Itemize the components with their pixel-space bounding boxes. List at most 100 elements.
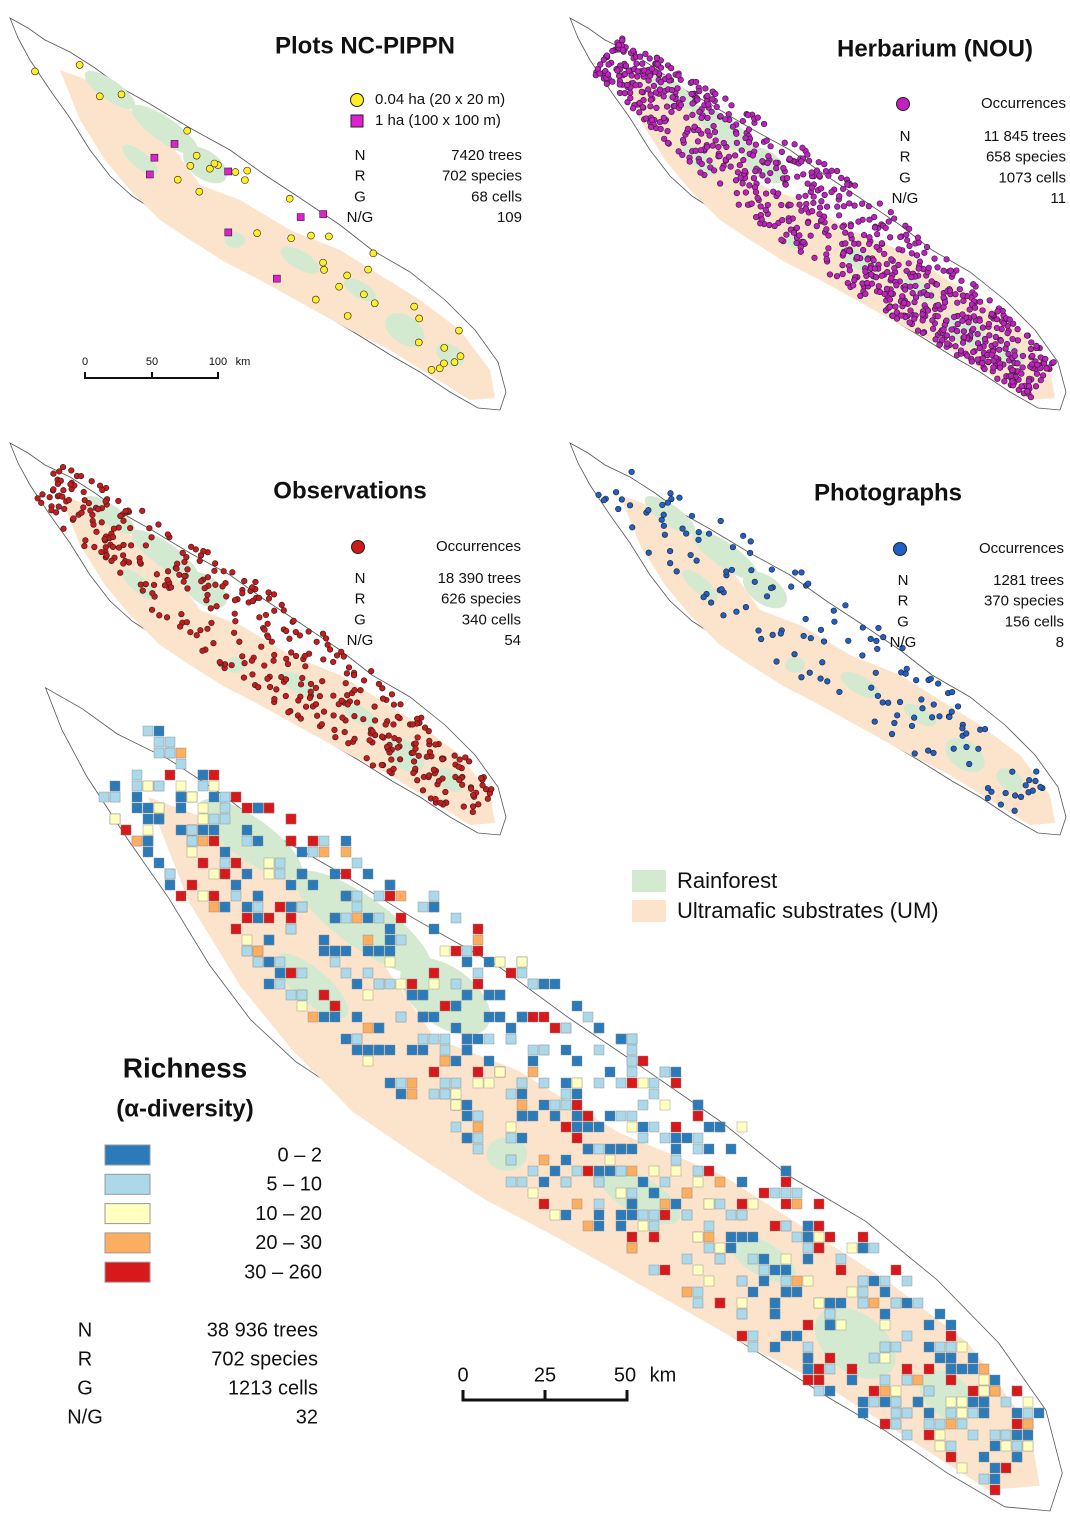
richness-cell (626, 1143, 638, 1155)
occurrence-dot (784, 175, 791, 182)
richness-cell (835, 1319, 847, 1331)
occurrence-dot (636, 53, 644, 60)
occurrence-dot (802, 192, 809, 199)
occurrence-dot (243, 166, 252, 175)
richness-cell (505, 1022, 517, 1034)
occurrence-dot (959, 292, 966, 299)
occurrence-dot (868, 684, 875, 691)
occurrence-dot (935, 680, 942, 687)
occurrence-dot (954, 321, 961, 328)
occurrence-dot (767, 584, 775, 592)
richness-cell (329, 1011, 341, 1023)
occurrence-dot (873, 274, 880, 281)
richness-cell (197, 769, 209, 781)
occurrence-dot (60, 525, 67, 532)
richness-cell (813, 1242, 825, 1254)
occurrence-dot (717, 180, 724, 187)
richness-cell (890, 1396, 902, 1408)
occurrence-dot (970, 281, 977, 288)
richness-cell (527, 1044, 539, 1056)
occurrence-dot (1019, 352, 1027, 360)
occurrence-dot (881, 250, 888, 258)
occurrence-dot (1029, 352, 1036, 360)
richness-cell (197, 824, 209, 836)
richness-cell (406, 1044, 418, 1056)
occurrence-dot (659, 501, 666, 509)
stat-value: 18 390 trees (438, 570, 521, 587)
richness-cell (758, 1187, 770, 1199)
occurrence-dot (423, 753, 430, 760)
occurrence-dot (866, 240, 873, 248)
richness-cell (263, 868, 275, 880)
richness-cell (417, 1011, 429, 1023)
occurrence-dot (603, 52, 611, 59)
occurrence-dot (798, 674, 805, 681)
richness-cell (670, 1132, 682, 1144)
richness-cell (318, 945, 330, 957)
richness-cell (285, 901, 297, 913)
richness-cell (285, 835, 297, 847)
richness-cell (813, 1363, 825, 1375)
occurrence-dot (758, 216, 765, 223)
occurrence-dot (728, 102, 735, 109)
occurrence-dot (719, 165, 726, 172)
occurrence-dot (625, 67, 632, 74)
occurrence-dot (948, 326, 955, 333)
occurrence-dot (409, 721, 416, 728)
occurrence-dot (779, 216, 786, 224)
occurrence-dot (621, 90, 628, 97)
richness-cell (571, 1099, 583, 1111)
occurrence-dot (193, 632, 200, 639)
richness-cell (560, 1044, 572, 1056)
occurrence-dot (307, 688, 314, 695)
legend-label: Occurrences (979, 540, 1064, 557)
occurrence-dot (660, 522, 667, 529)
occurrence-dot (875, 624, 882, 632)
occurrence-dot (825, 245, 832, 252)
richness-cell (549, 1022, 561, 1034)
richness-cell (956, 1396, 968, 1408)
richness-cell (670, 1143, 682, 1155)
occurrence-dot (842, 240, 849, 247)
occurrence-dot (618, 496, 625, 503)
occurrence-dot (864, 256, 871, 263)
occurrence-dot (285, 194, 294, 203)
occurrence-dot (918, 696, 925, 703)
occurrence-dot (98, 548, 105, 556)
occurrence-dot (668, 86, 676, 94)
occurrence-dot (634, 68, 641, 75)
occurrence-dot (369, 249, 378, 258)
occurrence-dot (208, 619, 215, 627)
occurrence-dot (634, 73, 641, 80)
occurrence-dot (949, 689, 956, 696)
richness-cell (758, 1264, 770, 1276)
occurrence-dot (603, 80, 610, 87)
richness-cell (219, 802, 231, 814)
occurrence-dot (696, 88, 703, 95)
richness-cell (527, 1187, 539, 1199)
occurrence-dot (179, 549, 186, 557)
occurrence-dot (874, 645, 881, 653)
richness-cell (230, 879, 242, 891)
richness-cell (582, 1011, 594, 1023)
occurrence-dot (729, 123, 737, 130)
occurrence-dot (924, 283, 931, 290)
occurrence-dot (320, 656, 327, 663)
richness-cell (879, 1341, 891, 1353)
scale-label: 0 (457, 1364, 468, 1386)
richness-cell (626, 1044, 638, 1056)
richness-cell (131, 802, 143, 814)
occurrence-dot (895, 246, 902, 253)
occurrence-dot (888, 275, 895, 282)
richness-cell (857, 1242, 869, 1254)
occurrence-dot (195, 187, 204, 196)
occurrence-dot (1037, 377, 1044, 384)
richness-cell (527, 1066, 539, 1078)
richness-cell (1033, 1407, 1045, 1419)
richness-cell (714, 1198, 726, 1210)
richness-cell (978, 1407, 990, 1419)
richness-cell (813, 1231, 825, 1243)
occurrence-dot (410, 302, 418, 311)
richness-cell (274, 868, 286, 880)
richness-cell (472, 1110, 484, 1122)
